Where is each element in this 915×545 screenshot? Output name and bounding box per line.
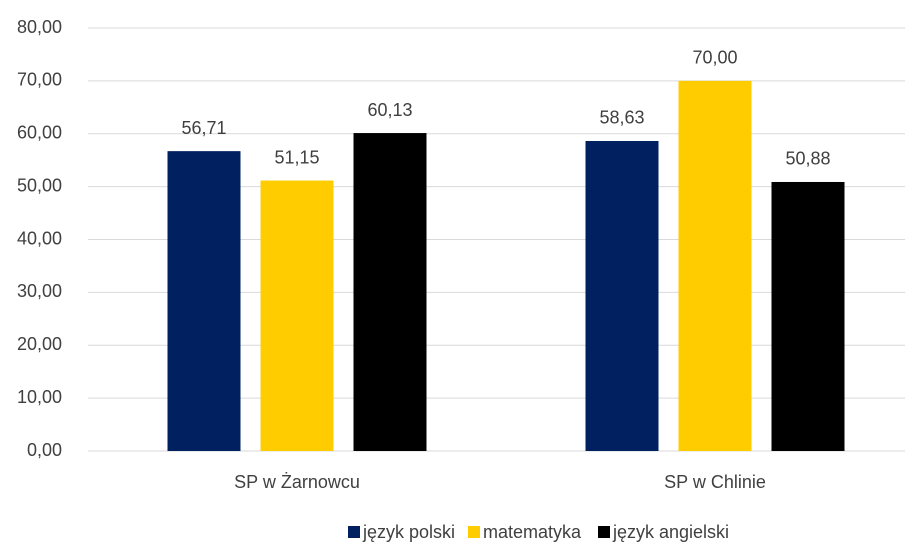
- bar: [678, 80, 752, 451]
- y-tick-label: 10,00: [17, 387, 62, 407]
- legend-label: matematyka: [483, 522, 582, 542]
- bar: [353, 133, 427, 451]
- data-label: 50,88: [785, 149, 830, 169]
- y-tick-label: 60,00: [17, 123, 62, 143]
- y-tick-label: 0,00: [27, 440, 62, 460]
- bar: [585, 140, 659, 451]
- data-label: 70,00: [692, 48, 737, 68]
- legend-label: język angielski: [612, 522, 729, 542]
- legend-label: język polski: [362, 522, 455, 542]
- y-tick-label: 50,00: [17, 175, 62, 195]
- bar: [260, 180, 334, 451]
- x-tick-label: SP w Żarnowcu: [234, 472, 360, 492]
- y-tick-label: 80,00: [17, 17, 62, 37]
- data-label: 60,13: [367, 100, 412, 120]
- bar: [167, 151, 241, 451]
- y-tick-label: 70,00: [17, 70, 62, 90]
- legend-swatch: [598, 526, 610, 538]
- legend-swatch: [348, 526, 360, 538]
- y-tick-label: 40,00: [17, 228, 62, 248]
- data-label: 51,15: [274, 147, 319, 167]
- legend-swatch: [468, 526, 480, 538]
- y-tick-label: 20,00: [17, 334, 62, 354]
- bar: [771, 181, 845, 452]
- data-label: 56,71: [181, 118, 226, 138]
- x-tick-label: SP w Chlinie: [664, 472, 766, 492]
- y-tick-label: 30,00: [17, 281, 62, 301]
- data-label: 58,63: [599, 108, 644, 128]
